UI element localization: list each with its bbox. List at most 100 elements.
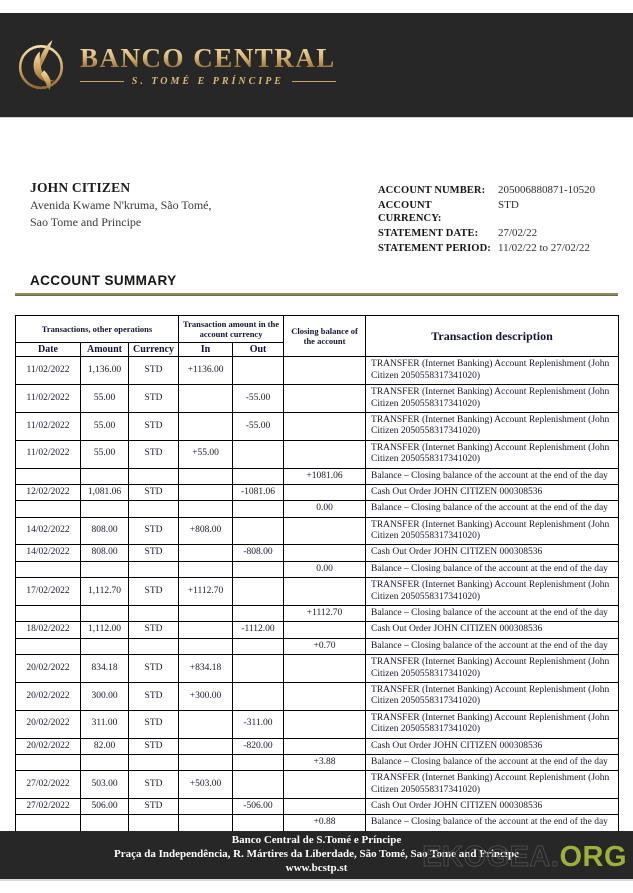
cell-out: [232, 356, 285, 386]
cell-out: [232, 500, 285, 518]
cell-closing-balance: [283, 439, 367, 469]
footer-address: Praça da Independência, R. Mártires da L…: [114, 848, 519, 861]
cell-out: [232, 753, 285, 772]
cell-currency: [127, 467, 180, 485]
cell-amount: [80, 637, 129, 656]
account-number-label: ACCOUNT NUMBER:: [378, 185, 486, 196]
table-row: 20/02/2022 834.18 STD +834.18 TRANSFER (…: [15, 654, 620, 683]
col-header-in: In: [178, 342, 234, 358]
col-header-amount: Amount: [80, 342, 129, 358]
table-row: 14/02/2022 808.00 STD +808.00 TRANSFER (…: [15, 516, 620, 546]
table-row: 0.00 Balance – Closing balance of the ac…: [15, 500, 620, 518]
cell-date: [15, 753, 81, 772]
cell-date: [15, 560, 81, 579]
cell-in: [178, 500, 234, 518]
cell-out: [232, 637, 285, 656]
cell-out: -1112.00: [232, 621, 285, 639]
table-row: 20/02/2022 300.00 STD +300.00 TRANSFER (…: [15, 681, 620, 711]
cell-out: [232, 605, 285, 623]
table-row: 20/02/2022 82.00 STD -820.00 Cash Out Or…: [15, 737, 620, 755]
cell-in: +300.00: [178, 681, 234, 711]
cell-closing-balance: +0.88: [283, 814, 367, 832]
cell-closing-balance: 0.00: [283, 560, 367, 579]
section-title: ACCOUNT SUMMARY: [30, 273, 177, 288]
table-row: 18/02/2022 1,112.00 STD -1112.00 Cash Ou…: [15, 621, 620, 639]
table-row: 20/02/2022 311.00 STD -311.00 TRANSFER (…: [15, 709, 620, 739]
cell-closing-balance: [283, 544, 367, 562]
group-header-description: Transaction description: [365, 314, 620, 358]
cell-out: [232, 577, 285, 607]
cell-currency: STD: [127, 516, 180, 546]
cell-description: Cash Out Order JOHN CITIZEN 000308536: [365, 544, 620, 562]
cell-out: [232, 560, 285, 579]
cell-description: Balance – Closing balance of the account…: [365, 637, 620, 656]
cell-out: -506.00: [232, 798, 285, 816]
cell-amount: 1,081.06: [80, 483, 129, 502]
cell-in: [178, 621, 234, 639]
cell-date: 12/02/2022: [15, 483, 81, 502]
cell-closing-balance: [283, 709, 367, 739]
cell-date: 20/02/2022: [15, 709, 81, 739]
subtitle-rule-right: [291, 81, 336, 82]
table-row: 11/02/2022 55.00 STD +55.00 TRANSFER (In…: [15, 439, 620, 469]
cell-in: [178, 560, 234, 579]
statement-period-label: STATEMENT PERIOD:: [378, 242, 491, 254]
cell-closing-balance: [283, 356, 367, 386]
account-currency-value: STD: [498, 198, 519, 211]
cell-description: Cash Out Order JOHN CITIZEN 000308536: [365, 798, 620, 816]
cell-description: TRANSFER (Internet Banking) Account Repl…: [365, 356, 620, 386]
cell-amount: [80, 467, 129, 485]
cell-description: Balance – Closing balance of the account…: [365, 753, 620, 772]
cell-description: TRANSFER (Internet Banking) Account Repl…: [365, 681, 620, 711]
cell-date: [15, 814, 81, 832]
cell-amount: 82.00: [80, 737, 129, 755]
cell-date: 20/02/2022: [15, 737, 81, 755]
cell-out: -808.00: [232, 544, 285, 562]
cell-in: [178, 737, 234, 755]
brand-block: BANCO CENTRAL S. TOMÉ E PRÍNCIPE: [0, 13, 633, 117]
cell-currency: STD: [127, 709, 180, 739]
cell-currency: STD: [127, 621, 180, 639]
cell-description: Cash Out Order JOHN CITIZEN 000308536: [365, 737, 620, 755]
cell-date: [15, 500, 81, 518]
cell-in: [178, 814, 234, 832]
cell-out: [232, 814, 285, 832]
cell-date: 11/02/2022: [15, 384, 81, 413]
cell-date: 14/02/2022: [15, 516, 81, 546]
col-header-date: Date: [15, 342, 81, 358]
group-header-transactions: Transactions, other operations: [14, 314, 180, 344]
cell-currency: [127, 814, 180, 832]
cell-currency: [127, 637, 180, 656]
cell-currency: STD: [127, 654, 180, 683]
cell-description: TRANSFER (Internet Banking) Account Repl…: [365, 770, 620, 800]
cell-in: [178, 411, 234, 441]
cell-date: 27/02/2022: [15, 770, 81, 800]
cell-amount: 300.00: [80, 681, 129, 711]
footer-band: Banco Central de S.Tomé e Príncipe Praça…: [0, 831, 633, 881]
cell-date: 18/02/2022: [15, 621, 81, 639]
cell-currency: STD: [127, 770, 180, 800]
cell-amount: 834.18: [80, 654, 129, 683]
cell-out: -820.00: [232, 737, 285, 755]
table-row: +0.88 Balance – Closing balance of the a…: [15, 814, 620, 832]
cell-description: TRANSFER (Internet Banking) Account Repl…: [365, 411, 620, 441]
cell-currency: STD: [127, 439, 180, 469]
cell-currency: [127, 560, 180, 579]
cell-in: [178, 483, 234, 502]
cell-date: [15, 605, 81, 623]
cell-out: -55.00: [232, 384, 285, 413]
table-row: +0.70 Balance – Closing balance of the a…: [15, 637, 620, 656]
cell-date: 11/02/2022: [15, 356, 81, 386]
cell-description: TRANSFER (Internet Banking) Account Repl…: [365, 516, 620, 546]
cell-in: +55.00: [178, 439, 234, 469]
cell-out: [232, 770, 285, 800]
cell-description: TRANSFER (Internet Banking) Account Repl…: [365, 654, 620, 683]
cell-description: TRANSFER (Internet Banking) Account Repl…: [365, 384, 620, 413]
account-number-value: 205006880871-10520: [498, 184, 596, 196]
customer-block: JOHN CITIZEN Avenida Kwame N'kruma, São …: [30, 180, 212, 230]
cell-amount: 1,112.00: [80, 621, 129, 639]
cell-date: 20/02/2022: [15, 654, 81, 683]
footer-bank-name: Banco Central de S.Tomé e Príncipe: [231, 834, 402, 847]
cell-description: TRANSFER (Internet Banking) Account Repl…: [365, 577, 620, 607]
cell-currency: STD: [127, 798, 180, 816]
